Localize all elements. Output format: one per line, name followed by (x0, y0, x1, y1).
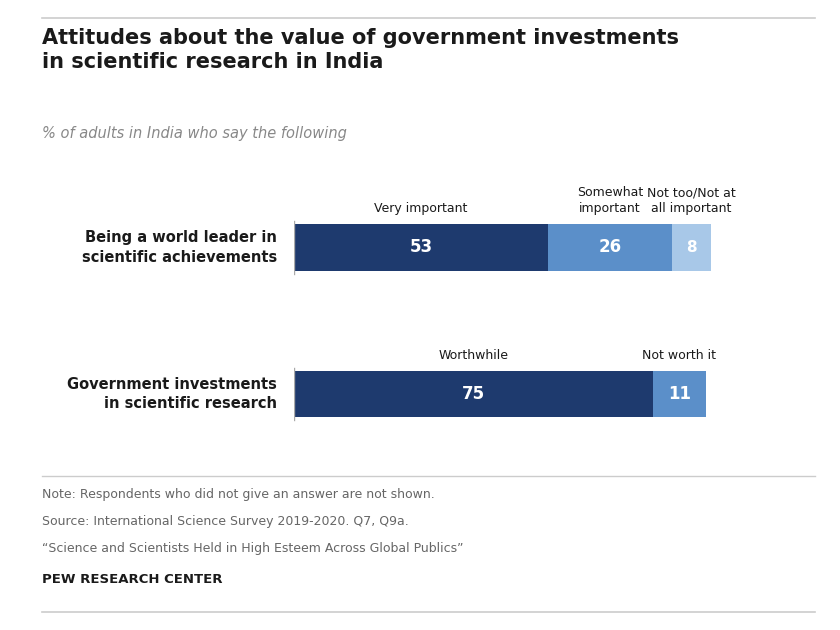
Text: 11: 11 (668, 385, 691, 403)
Bar (548, 224, 672, 271)
Text: PEW RESEARCH CENTER: PEW RESEARCH CENTER (42, 573, 223, 586)
Text: Being a world leader in
scientific achievements: Being a world leader in scientific achie… (82, 231, 277, 265)
Text: Not worth it: Not worth it (643, 349, 717, 362)
Text: Somewhat
important: Somewhat important (577, 186, 643, 215)
Text: Source: International Science Survey 2019-2020. Q7, Q9a.: Source: International Science Survey 201… (42, 515, 409, 529)
Bar (294, 224, 548, 271)
Bar (654, 370, 706, 418)
Text: Attitudes about the value of government investments
in scientific research in In: Attitudes about the value of government … (42, 28, 679, 72)
Text: “Science and Scientists Held in High Esteem Across Global Publics”: “Science and Scientists Held in High Est… (42, 542, 464, 556)
Bar (294, 370, 654, 418)
Text: 75: 75 (462, 385, 486, 403)
Text: Not too/Not at
all important: Not too/Not at all important (647, 186, 736, 215)
Text: 8: 8 (686, 240, 696, 255)
Text: Note: Respondents who did not give an answer are not shown.: Note: Respondents who did not give an an… (42, 488, 435, 501)
Bar (672, 224, 711, 271)
Text: Government investments
in scientific research: Government investments in scientific res… (67, 377, 277, 411)
Text: Very important: Very important (374, 202, 468, 215)
Text: % of adults in India who say the following: % of adults in India who say the followi… (42, 126, 347, 141)
Text: Worthwhile: Worthwhile (438, 349, 508, 362)
Text: 26: 26 (598, 239, 622, 256)
Text: 53: 53 (409, 239, 433, 256)
